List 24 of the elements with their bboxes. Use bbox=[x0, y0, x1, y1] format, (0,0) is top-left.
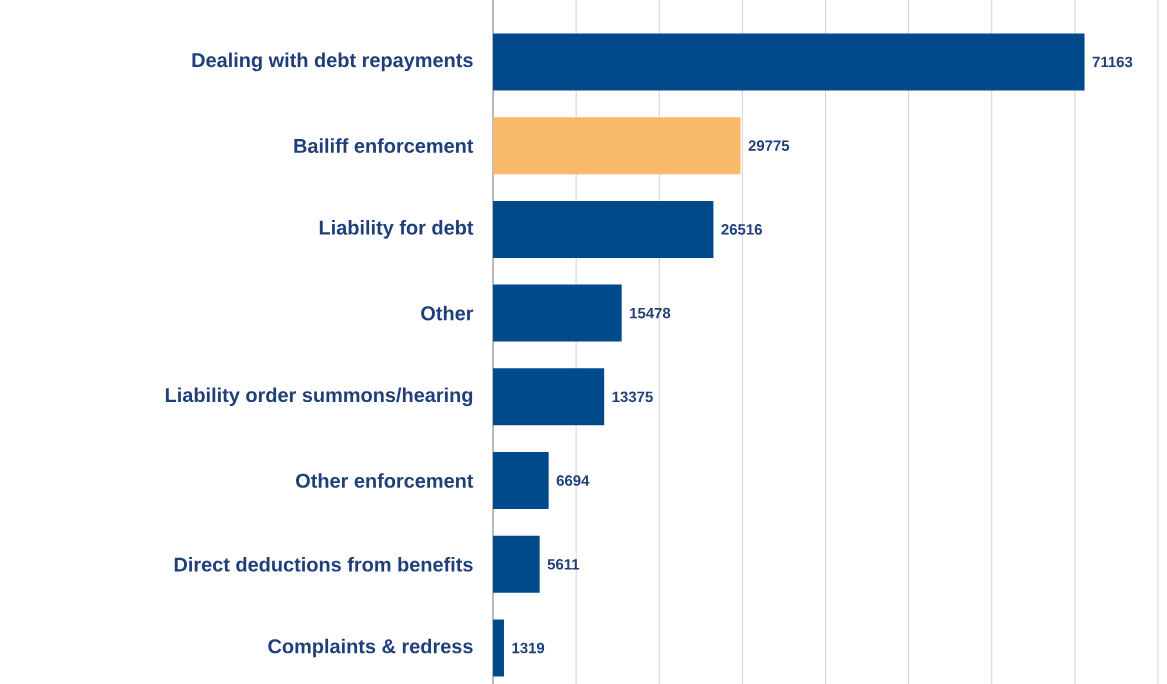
y-tick-label: Direct deductions from benefits bbox=[174, 556, 473, 572]
data-label: 6694 bbox=[556, 475, 590, 486]
bar bbox=[493, 535, 540, 593]
bar bbox=[493, 452, 549, 510]
y-tick-label: Liability order summons/hearing bbox=[165, 387, 473, 407]
bar bbox=[493, 284, 622, 342]
bar bbox=[493, 33, 1085, 91]
data-label: 5611 bbox=[547, 558, 580, 570]
data-label: 71163 bbox=[1092, 56, 1133, 68]
bar bbox=[493, 368, 605, 426]
bar bbox=[493, 200, 714, 258]
data-label: 29775 bbox=[748, 140, 790, 151]
data-label: 1319 bbox=[512, 642, 545, 654]
data-label: 26516 bbox=[721, 224, 762, 235]
data-label: 15478 bbox=[630, 307, 671, 319]
bar bbox=[493, 117, 741, 175]
y-tick-label: Dealing with debt repayments bbox=[192, 52, 473, 72]
y-tick-label: Other bbox=[421, 305, 474, 321]
y-tick-label: Complaints & redress bbox=[268, 638, 473, 658]
y-tick-label: Liability for debt bbox=[319, 220, 474, 239]
data-label: 13375 bbox=[612, 391, 653, 403]
bar bbox=[493, 619, 504, 677]
y-tick-label: Bailiff enforcement bbox=[294, 138, 474, 153]
y-tick-label: Other enforcement bbox=[296, 473, 474, 488]
